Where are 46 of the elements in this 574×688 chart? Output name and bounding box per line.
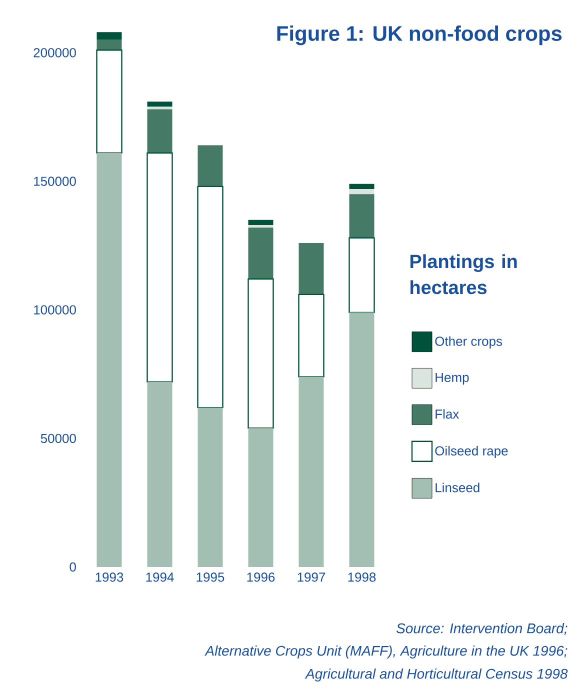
- bar: [248, 428, 274, 568]
- x-tick-label: 1998: [348, 572, 376, 582]
- legend-title: Plantings in hectares: [410, 254, 517, 294]
- bar: [198, 408, 223, 568]
- bar: [298, 243, 324, 294]
- bar: [349, 194, 374, 238]
- bar: [248, 220, 274, 226]
- bar: [349, 312, 374, 568]
- bar: [147, 382, 172, 568]
- bar: [147, 102, 172, 107]
- bar: [349, 189, 374, 194]
- bar: [146, 152, 173, 382]
- bar: [197, 186, 224, 408]
- text: Alternative Crops Unit (MAFF), Agriculture in the UK 1996;: [204, 645, 568, 659]
- x-tick-label: 1996: [247, 572, 275, 582]
- y-tick-label: 150000: [34, 176, 76, 186]
- y-tick-label: 200000: [34, 48, 76, 58]
- legend-label: Hemp: [436, 372, 469, 385]
- chart-title: Figure 1: UK non-food crops: [277, 26, 562, 46]
- bar: [248, 225, 274, 228]
- bar: [248, 228, 274, 280]
- y-tick-label: 0: [70, 562, 76, 572]
- x-tick-label: 1995: [196, 572, 224, 582]
- y-tick-label: 100000: [34, 305, 76, 314]
- bar: [96, 153, 122, 568]
- x-tick-label: 1997: [298, 572, 326, 582]
- legend-label: Oilseed rape: [435, 446, 508, 458]
- legend-label: Linseed: [436, 482, 480, 492]
- x-tick-label: 1994: [146, 572, 174, 582]
- legend-label: Flax: [436, 409, 460, 419]
- source-note: Source: Intervention Board;: [396, 623, 568, 635]
- y-tick-label: 50000: [40, 434, 76, 444]
- bar: [298, 376, 324, 568]
- bar: [248, 278, 274, 429]
- legend-label: Other crops: [435, 336, 502, 348]
- bar: [349, 184, 374, 190]
- x-tick-label: 1993: [96, 572, 124, 582]
- bar: [147, 106, 172, 110]
- text: Agricultural and Horticultural Census 1998: [304, 668, 568, 682]
- bar: [298, 294, 324, 378]
- bar: [96, 40, 122, 50]
- bar: [96, 32, 122, 40]
- bar: [96, 50, 122, 154]
- bar: [147, 109, 172, 154]
- bar: [348, 237, 375, 314]
- bar: [198, 145, 223, 186]
